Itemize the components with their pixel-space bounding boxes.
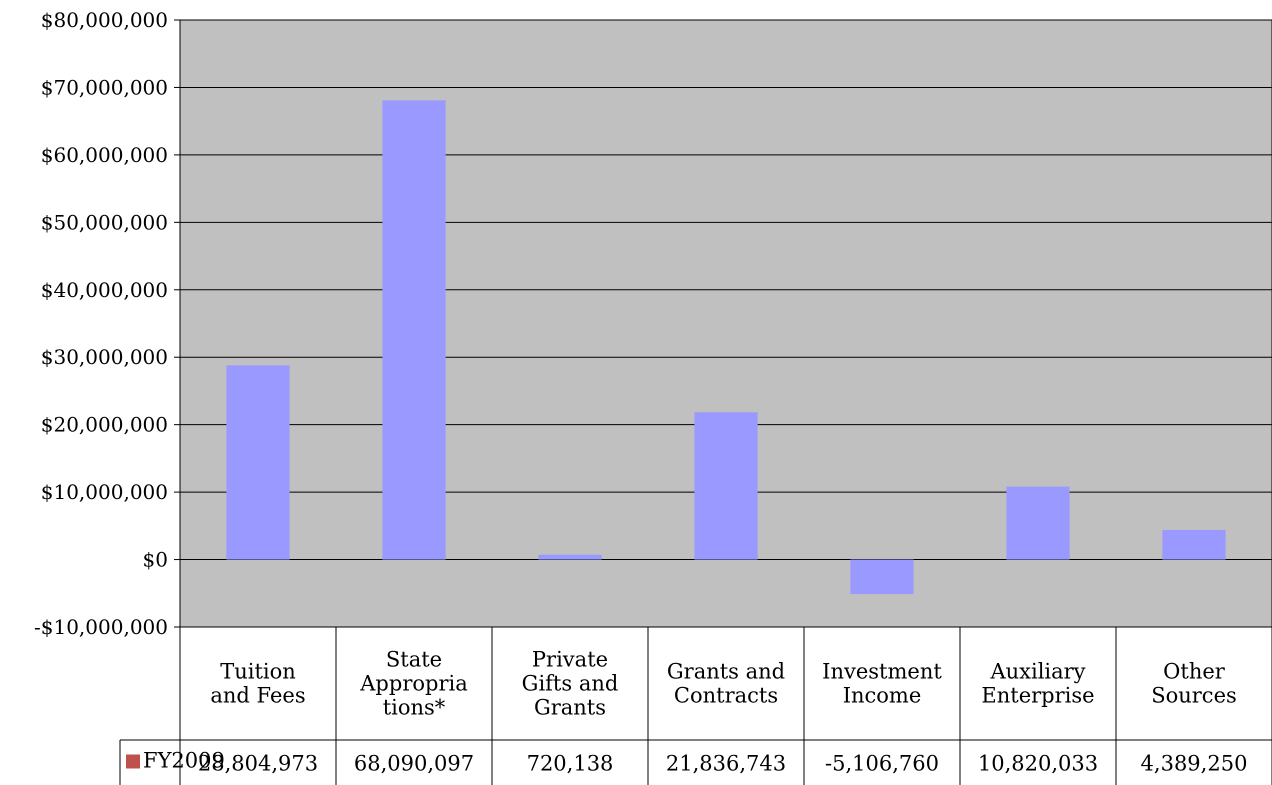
category-label: State Appropria tions* <box>359 648 467 720</box>
category-label: Auxiliary Enterprise <box>981 660 1094 708</box>
bar <box>382 100 446 560</box>
bar <box>1162 529 1226 560</box>
category-label: Tuition and Fees <box>210 660 305 708</box>
data-table-value: 28,804,973 <box>198 752 318 776</box>
category-label: Investment Income <box>822 660 942 708</box>
y-tick-label: $30,000,000 <box>41 345 168 369</box>
bar <box>694 412 758 560</box>
y-tick-label: -$10,000,000 <box>34 615 168 639</box>
category-labels: Tuition and Fees State Appropria tions* Priva… <box>210 648 1236 720</box>
data-table-value: 68,090,097 <box>354 752 474 776</box>
legend-label: FY2009 <box>143 749 225 773</box>
data-table-lines <box>119 627 1272 785</box>
y-tick-label: $60,000,000 <box>41 143 168 167</box>
bar <box>226 365 290 560</box>
data-table-value: 10,820,033 <box>978 752 1098 776</box>
data-table-values: 28,804,973 68,090,097 720,138 21,836,743 -5,… <box>198 752 1248 776</box>
data-table-value: 21,836,743 <box>666 752 786 776</box>
category-label: Other Sources <box>1151 660 1237 708</box>
bar <box>850 559 914 594</box>
legend-marker <box>126 754 140 769</box>
data-table-value: 720,138 <box>527 752 614 776</box>
y-tick-label: $20,000,000 <box>41 413 168 437</box>
y-axis-tick-labels: -$10,000,000 $0 $10,000,000 $20,000,000 $30,… <box>34 8 168 639</box>
category-label: Grants and Contracts <box>667 660 785 708</box>
bars <box>226 100 1226 594</box>
y-tick-label: $70,000,000 <box>41 75 168 99</box>
y-tick-label: $10,000,000 <box>41 480 168 504</box>
y-tick-label: $80,000,000 <box>41 8 168 32</box>
data-table-value: -5,106,760 <box>825 752 939 776</box>
y-tick-label: $50,000,000 <box>41 210 168 234</box>
y-tick-label: $0 <box>143 548 168 572</box>
data-table-value: 4,389,250 <box>1141 752 1248 776</box>
bar <box>538 554 602 560</box>
y-tick-label: $40,000,000 <box>41 278 168 302</box>
legend: FY2009 <box>126 749 225 773</box>
bar <box>1006 486 1070 560</box>
category-label: Private Gifts and Grants <box>522 648 619 720</box>
